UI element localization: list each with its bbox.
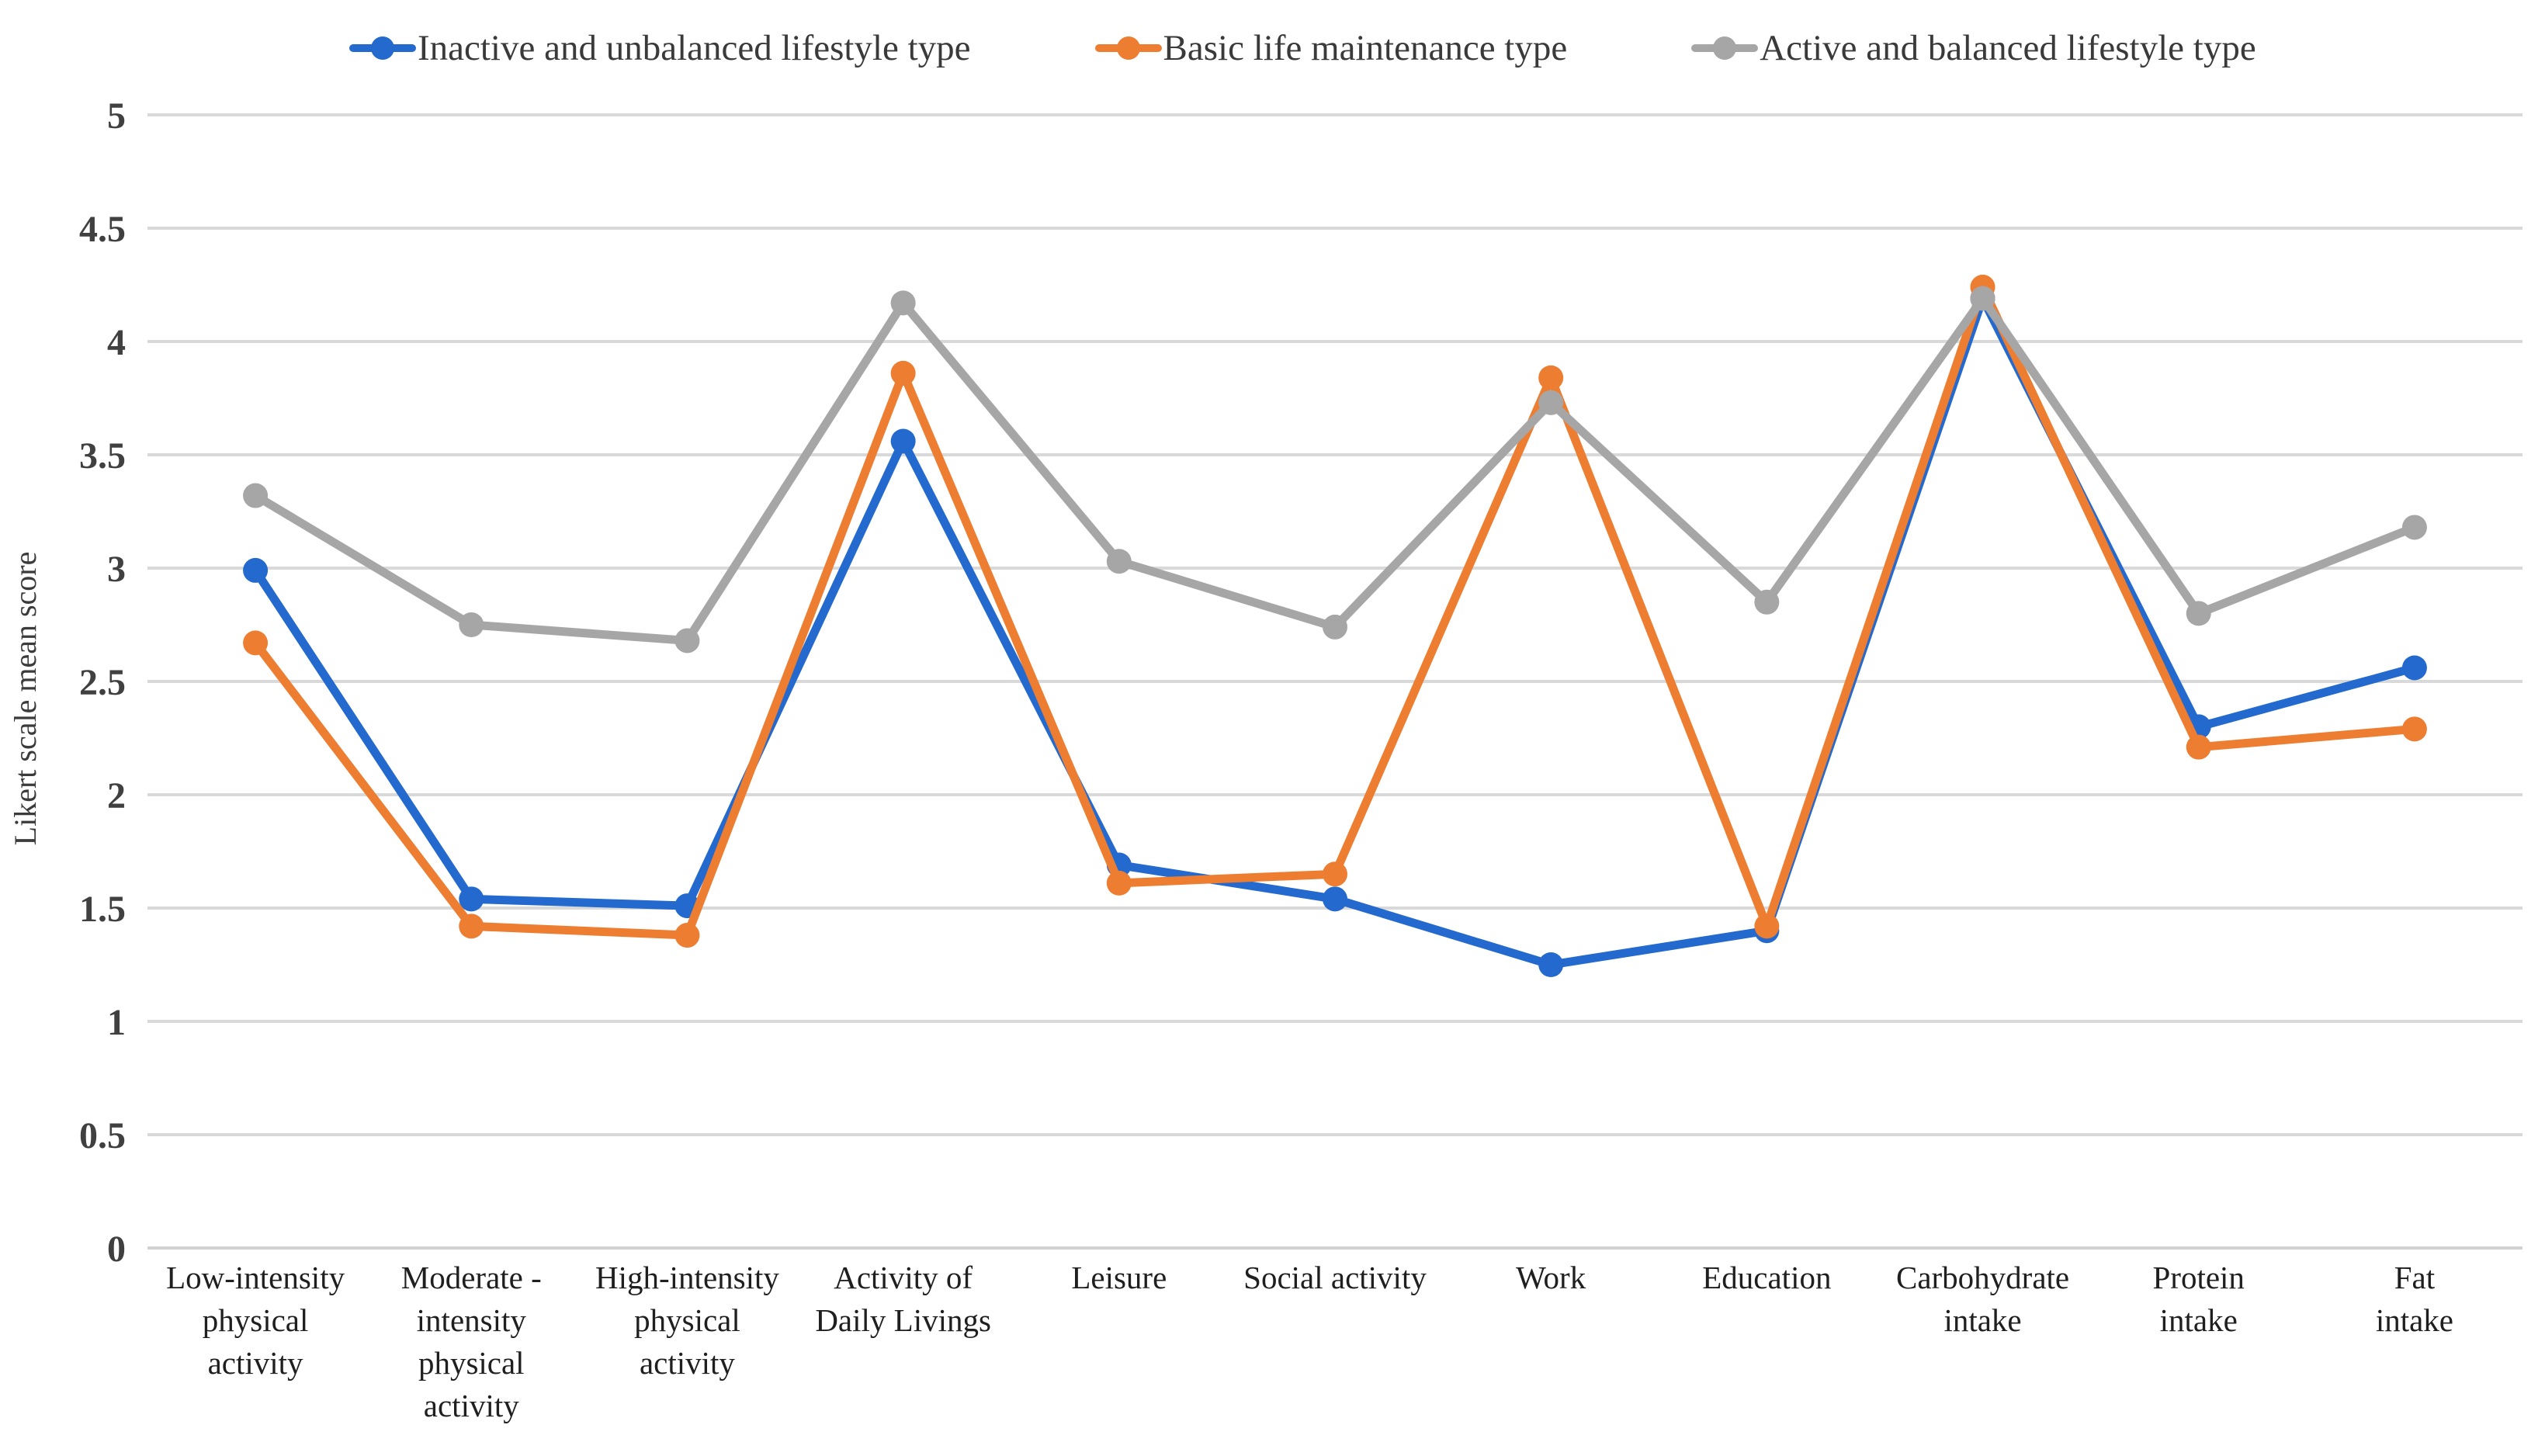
data-point-s1-c11 — [2401, 655, 2427, 681]
data-point-s2-c4 — [890, 360, 916, 386]
legend-line-dot-icon — [1691, 35, 1759, 61]
y-tick-label: 3.5 — [79, 435, 126, 477]
category-label: High-intensity physical activity — [595, 1260, 779, 1381]
y-tick-label: 2 — [107, 775, 126, 816]
data-point-s2-c8 — [1754, 913, 1780, 939]
data-point-s3-c11 — [2401, 515, 2427, 540]
data-point-s3-c4 — [890, 290, 916, 316]
data-point-s3-c10 — [2186, 601, 2211, 626]
y-axis-title: Likert scale mean score — [8, 552, 43, 846]
data-point-s3-c8 — [1754, 589, 1780, 615]
legend-line-dot-icon — [349, 35, 416, 61]
data-point-s2-c3 — [674, 923, 700, 948]
data-point-s3-c9 — [1970, 286, 1995, 311]
data-point-s1-c2 — [459, 886, 484, 912]
chart-legend: Inactive and unbalanced lifestyle type Ba… — [349, 17, 2256, 79]
y-tick-label: 2.5 — [79, 662, 126, 703]
data-point-s2-c10 — [2186, 734, 2211, 760]
legend-label: Active and balanced lifestyle type — [1760, 28, 2256, 68]
category-label: Protein intake — [2153, 1260, 2245, 1338]
data-point-s3-c7 — [1538, 390, 1564, 415]
data-point-s3-c5 — [1106, 549, 1132, 574]
legend-item-1: Inactive and unbalanced lifestyle type — [349, 27, 971, 69]
y-tick-label: 4 — [107, 322, 126, 363]
y-tick-label: 3 — [107, 549, 126, 590]
category-label: Fat intake — [2376, 1260, 2453, 1338]
data-point-s2-c5 — [1106, 870, 1132, 896]
category-label: Social activity — [1243, 1260, 1427, 1295]
legend-label: Inactive and unbalanced lifestyle type — [418, 28, 971, 68]
y-tick-label: 0 — [107, 1229, 126, 1270]
data-point-s3-c2 — [459, 612, 484, 637]
category-label: Low-intensity physical activity — [166, 1260, 345, 1381]
legend-item-3: Active and balanced lifestyle type — [1691, 27, 2256, 69]
legend-item-2: Basic life maintenance type — [1094, 27, 1568, 69]
data-point-s2-c1 — [243, 630, 269, 656]
series-line-3 — [251, 294, 2419, 645]
legend-line-dot-icon — [1094, 35, 1162, 61]
y-tick-label: 0.5 — [79, 1115, 126, 1156]
data-point-s1-c7 — [1538, 952, 1564, 977]
y-tick-label: 1 — [107, 1002, 126, 1043]
y-tick-label: 4.5 — [79, 209, 126, 250]
data-point-s1-c6 — [1323, 886, 1347, 912]
y-tick-label: 5 — [107, 95, 126, 137]
data-point-s3-c6 — [1323, 614, 1347, 640]
data-point-s2-c6 — [1323, 861, 1347, 887]
data-point-s2-c11 — [2401, 716, 2427, 742]
data-point-s2-c2 — [459, 913, 484, 939]
category-label: Work — [1516, 1260, 1586, 1295]
category-label: Moderate -intensity physical activity — [401, 1260, 542, 1423]
category-label: Activity of Daily Livings — [815, 1260, 991, 1338]
data-point-s1-c1 — [243, 557, 269, 583]
data-point-s2-c7 — [1538, 365, 1564, 390]
y-tick-label: 1.5 — [79, 889, 126, 930]
data-point-s1-c4 — [890, 428, 916, 454]
data-point-s3-c3 — [674, 628, 700, 653]
series-line-2 — [251, 283, 2419, 940]
legend-label: Basic life maintenance type — [1163, 28, 1568, 68]
category-label: Leisure — [1071, 1260, 1167, 1295]
category-label: Education — [1702, 1260, 1831, 1295]
data-point-s3-c1 — [243, 483, 269, 508]
category-label: Carbohydrate intake — [1896, 1260, 2069, 1338]
